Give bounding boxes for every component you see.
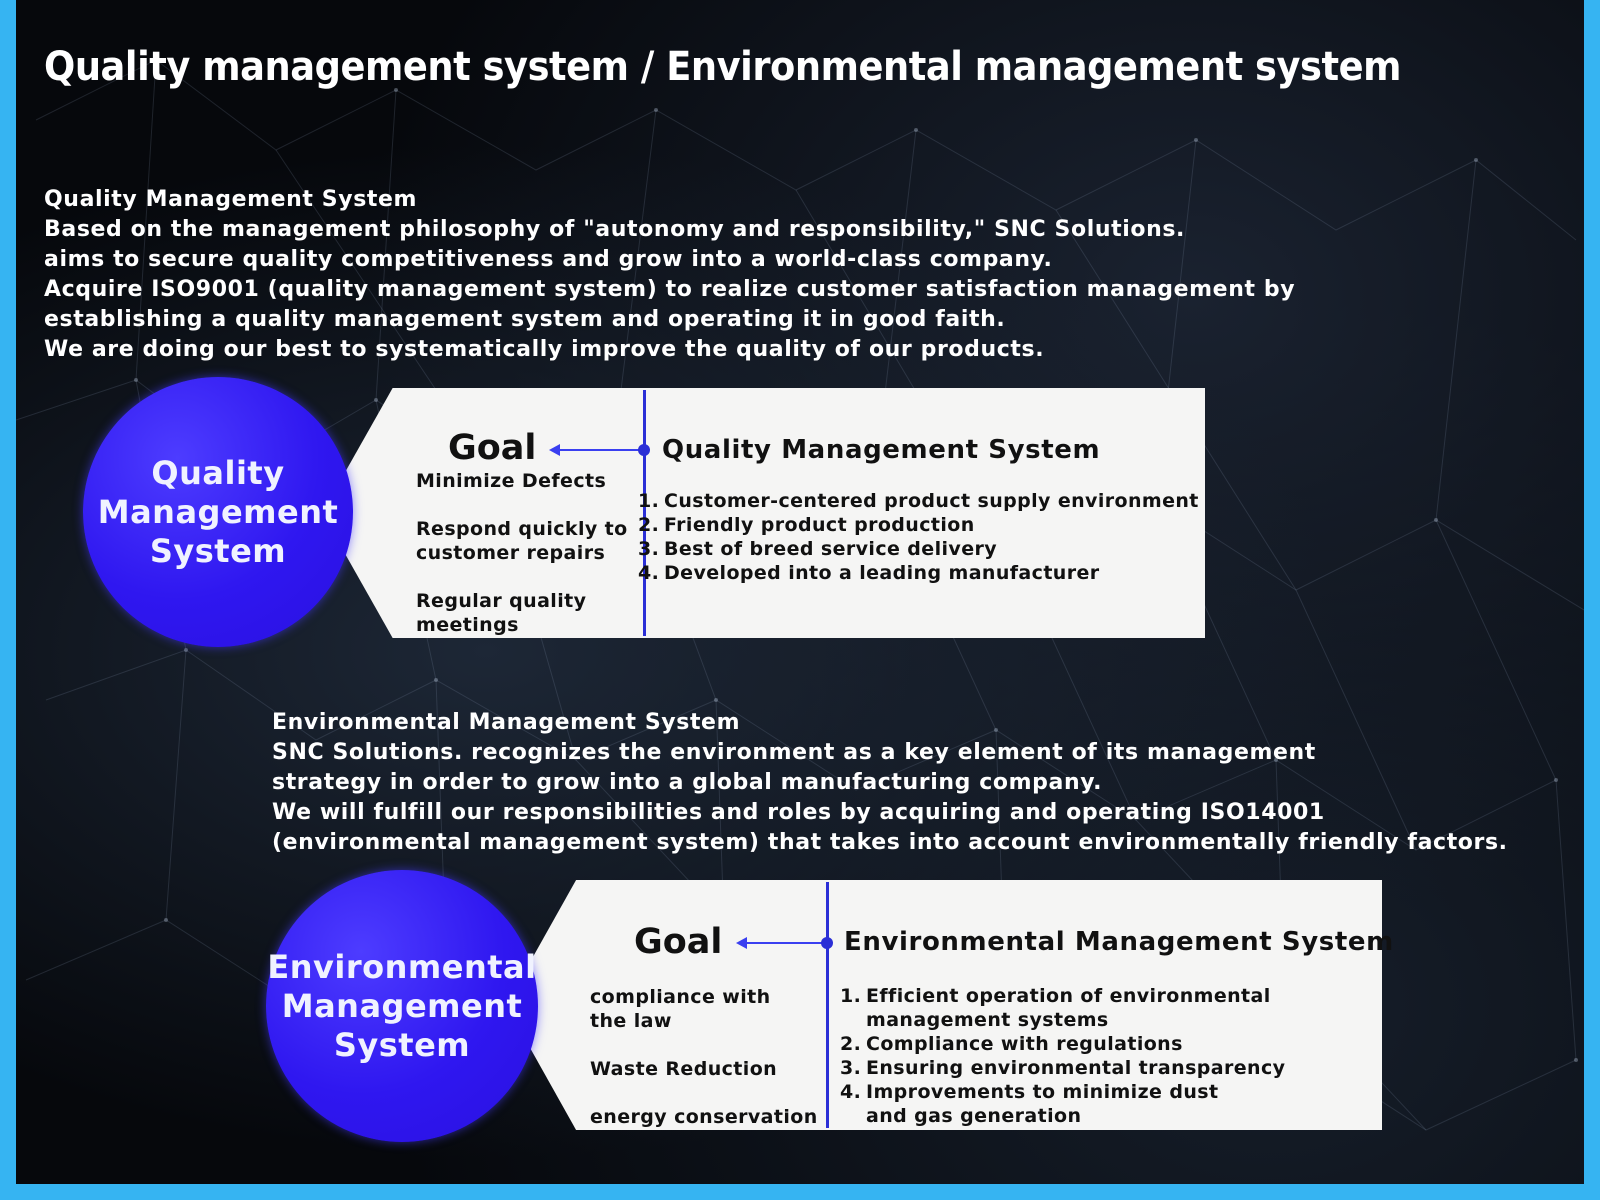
environment-system-list: 1. Efficient operation of environmental m…: [840, 984, 1285, 1128]
quality-intro-heading: Quality Management System: [44, 187, 418, 212]
quality-system-list: 1. Customer-centered product supply envir…: [638, 489, 1199, 585]
list-item: 1. Efficient operation of environmental m…: [840, 985, 1271, 1031]
list-item: 1. Customer-centered product supply envir…: [638, 490, 1199, 512]
environment-circle-label: Environmental Management System: [267, 947, 537, 1064]
quality-connector-line: [559, 449, 643, 451]
environment-goal-item: compliance with the law: [590, 986, 771, 1032]
environment-goal-item: energy conservation: [590, 1106, 818, 1128]
environment-connector-line: [746, 942, 826, 944]
quality-intro-line: Acquire ISO9001 (quality management syst…: [44, 277, 1296, 302]
page-frame: Quality management system / Environmenta…: [16, 0, 1584, 1184]
list-item: 2. Friendly product production: [638, 514, 975, 536]
environment-intro-line: strategy in order to grow into a global …: [272, 770, 1103, 795]
list-item: 4. Developed into a leading manufacturer: [638, 562, 1100, 584]
quality-goal-card: [322, 388, 1205, 638]
page-title: Quality management system / Environmenta…: [44, 44, 1401, 90]
quality-intro-line: Based on the management philosophy of "a…: [44, 217, 1185, 242]
quality-goal-item: Regular quality meetings: [416, 590, 587, 636]
quality-goal-title: Goal: [448, 428, 537, 468]
quality-circle: Quality Management System: [83, 377, 353, 647]
quality-divider: [643, 390, 646, 636]
environment-intro-line: (environmental management system) that t…: [272, 830, 1508, 855]
environment-divider: [826, 882, 829, 1128]
quality-system-title: Quality Management System: [662, 435, 1101, 465]
quality-intro-line: aims to secure quality competitiveness a…: [44, 247, 1053, 272]
list-item: 3. Ensuring environmental transparency: [840, 1057, 1286, 1079]
environment-system-title: Environmental Management System: [844, 927, 1394, 957]
quality-goal-item: Minimize Defects: [416, 470, 607, 492]
environment-intro: Environmental Management System SNC Solu…: [272, 708, 1508, 858]
arrow-left-icon: [736, 937, 747, 949]
quality-intro-line: establishing a quality management system…: [44, 307, 1006, 332]
quality-circle-label: Quality Management System: [97, 453, 339, 570]
quality-goal-item: Respond quickly to customer repairs: [416, 518, 628, 564]
environment-goal-item: Waste Reduction: [590, 1058, 778, 1080]
environment-goal-title: Goal: [634, 922, 723, 962]
arrow-left-icon: [549, 444, 560, 456]
environment-circle: Environmental Management System: [266, 870, 538, 1142]
list-item: 3. Best of breed service delivery: [638, 538, 998, 560]
environment-intro-heading: Environmental Management System: [272, 710, 741, 735]
environment-intro-line: We will fulfill our responsibilities and…: [272, 800, 1325, 825]
environment-goal-card: [506, 880, 1382, 1130]
list-item: 2. Compliance with regulations: [840, 1033, 1183, 1055]
quality-intro: Quality Management System Based on the m…: [44, 185, 1295, 365]
environment-intro-line: SNC Solutions. recognizes the environmen…: [272, 740, 1316, 765]
quality-intro-line: We are doing our best to systematically …: [44, 337, 1045, 362]
list-item: 4. Improvements to minimize dust and gas …: [840, 1081, 1219, 1127]
